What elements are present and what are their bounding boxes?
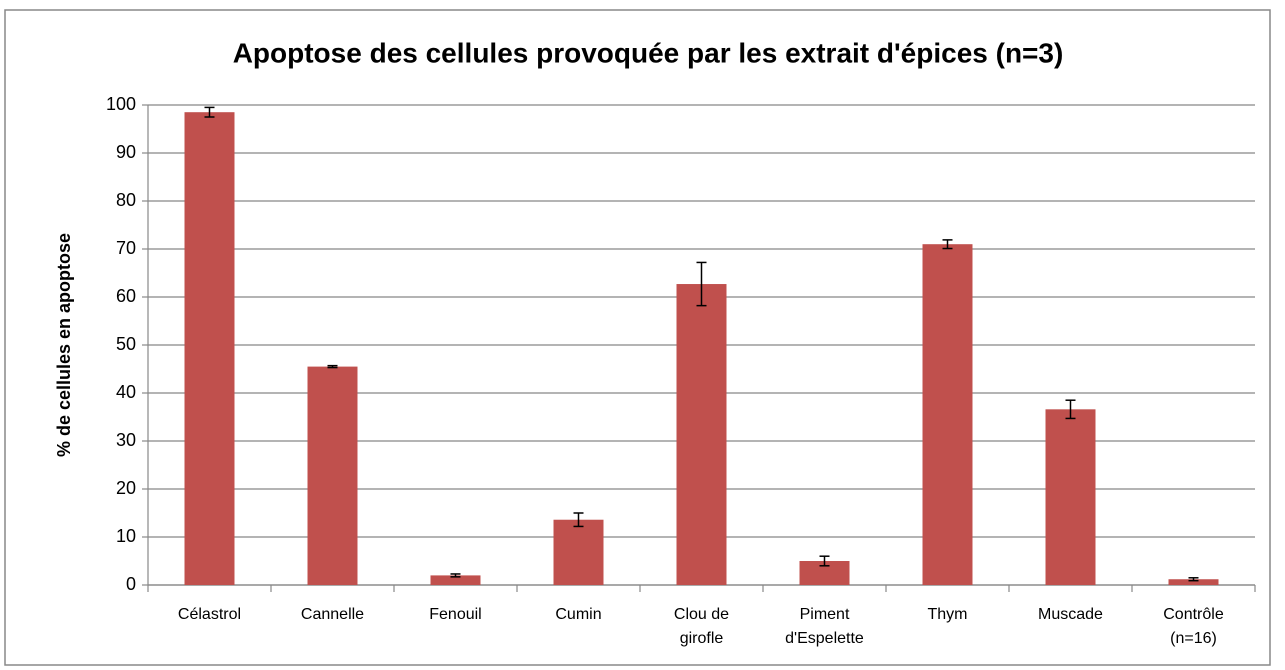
x-tick-label: Piment d'Espelette <box>785 606 864 647</box>
y-tick-label: 70 <box>116 238 136 258</box>
error-bar <box>204 106 215 118</box>
error-bar <box>327 364 338 369</box>
error-bar <box>450 573 461 578</box>
x-tick-label: Cumin <box>555 606 602 623</box>
error-bar <box>696 261 707 307</box>
y-tick-label: 50 <box>116 334 136 354</box>
error-bar <box>1188 577 1199 582</box>
chart-title: Apoptose des cellules provoquée par les … <box>233 37 1064 68</box>
y-tick-label: 30 <box>116 430 136 450</box>
x-tick-label: Fenouil <box>429 606 482 623</box>
y-tick-label: 0 <box>126 574 136 594</box>
error-bar <box>819 555 830 567</box>
error-bar <box>1065 399 1076 420</box>
bar <box>1168 579 1219 585</box>
bar <box>676 284 727 585</box>
y-tick-label: 10 <box>116 526 136 546</box>
y-axis-label: % de cellules en apoptose <box>54 233 74 457</box>
bar <box>307 366 358 585</box>
y-tick-label: 40 <box>116 382 136 402</box>
bar <box>430 575 481 585</box>
x-tick-label: Cannelle <box>300 606 365 623</box>
bar <box>922 244 973 585</box>
x-tick-label: Muscade <box>1038 606 1103 623</box>
bar <box>1045 409 1096 585</box>
error-bar <box>573 512 584 528</box>
bar <box>553 519 604 585</box>
bar <box>184 112 235 585</box>
y-tick-label: 90 <box>116 142 136 162</box>
y-tick-label: 60 <box>116 286 136 306</box>
x-tick-label: Contrôle (n=16) <box>1163 606 1224 647</box>
x-tick-label: Célastrol <box>177 606 242 623</box>
x-tick-label: Clou de girofle <box>673 606 730 647</box>
y-tick-label: 100 <box>106 94 136 114</box>
x-tick-label: Thym <box>927 606 968 623</box>
error-bar <box>942 239 953 250</box>
y-tick-label: 80 <box>116 190 136 210</box>
y-tick-label: 20 <box>116 478 136 498</box>
